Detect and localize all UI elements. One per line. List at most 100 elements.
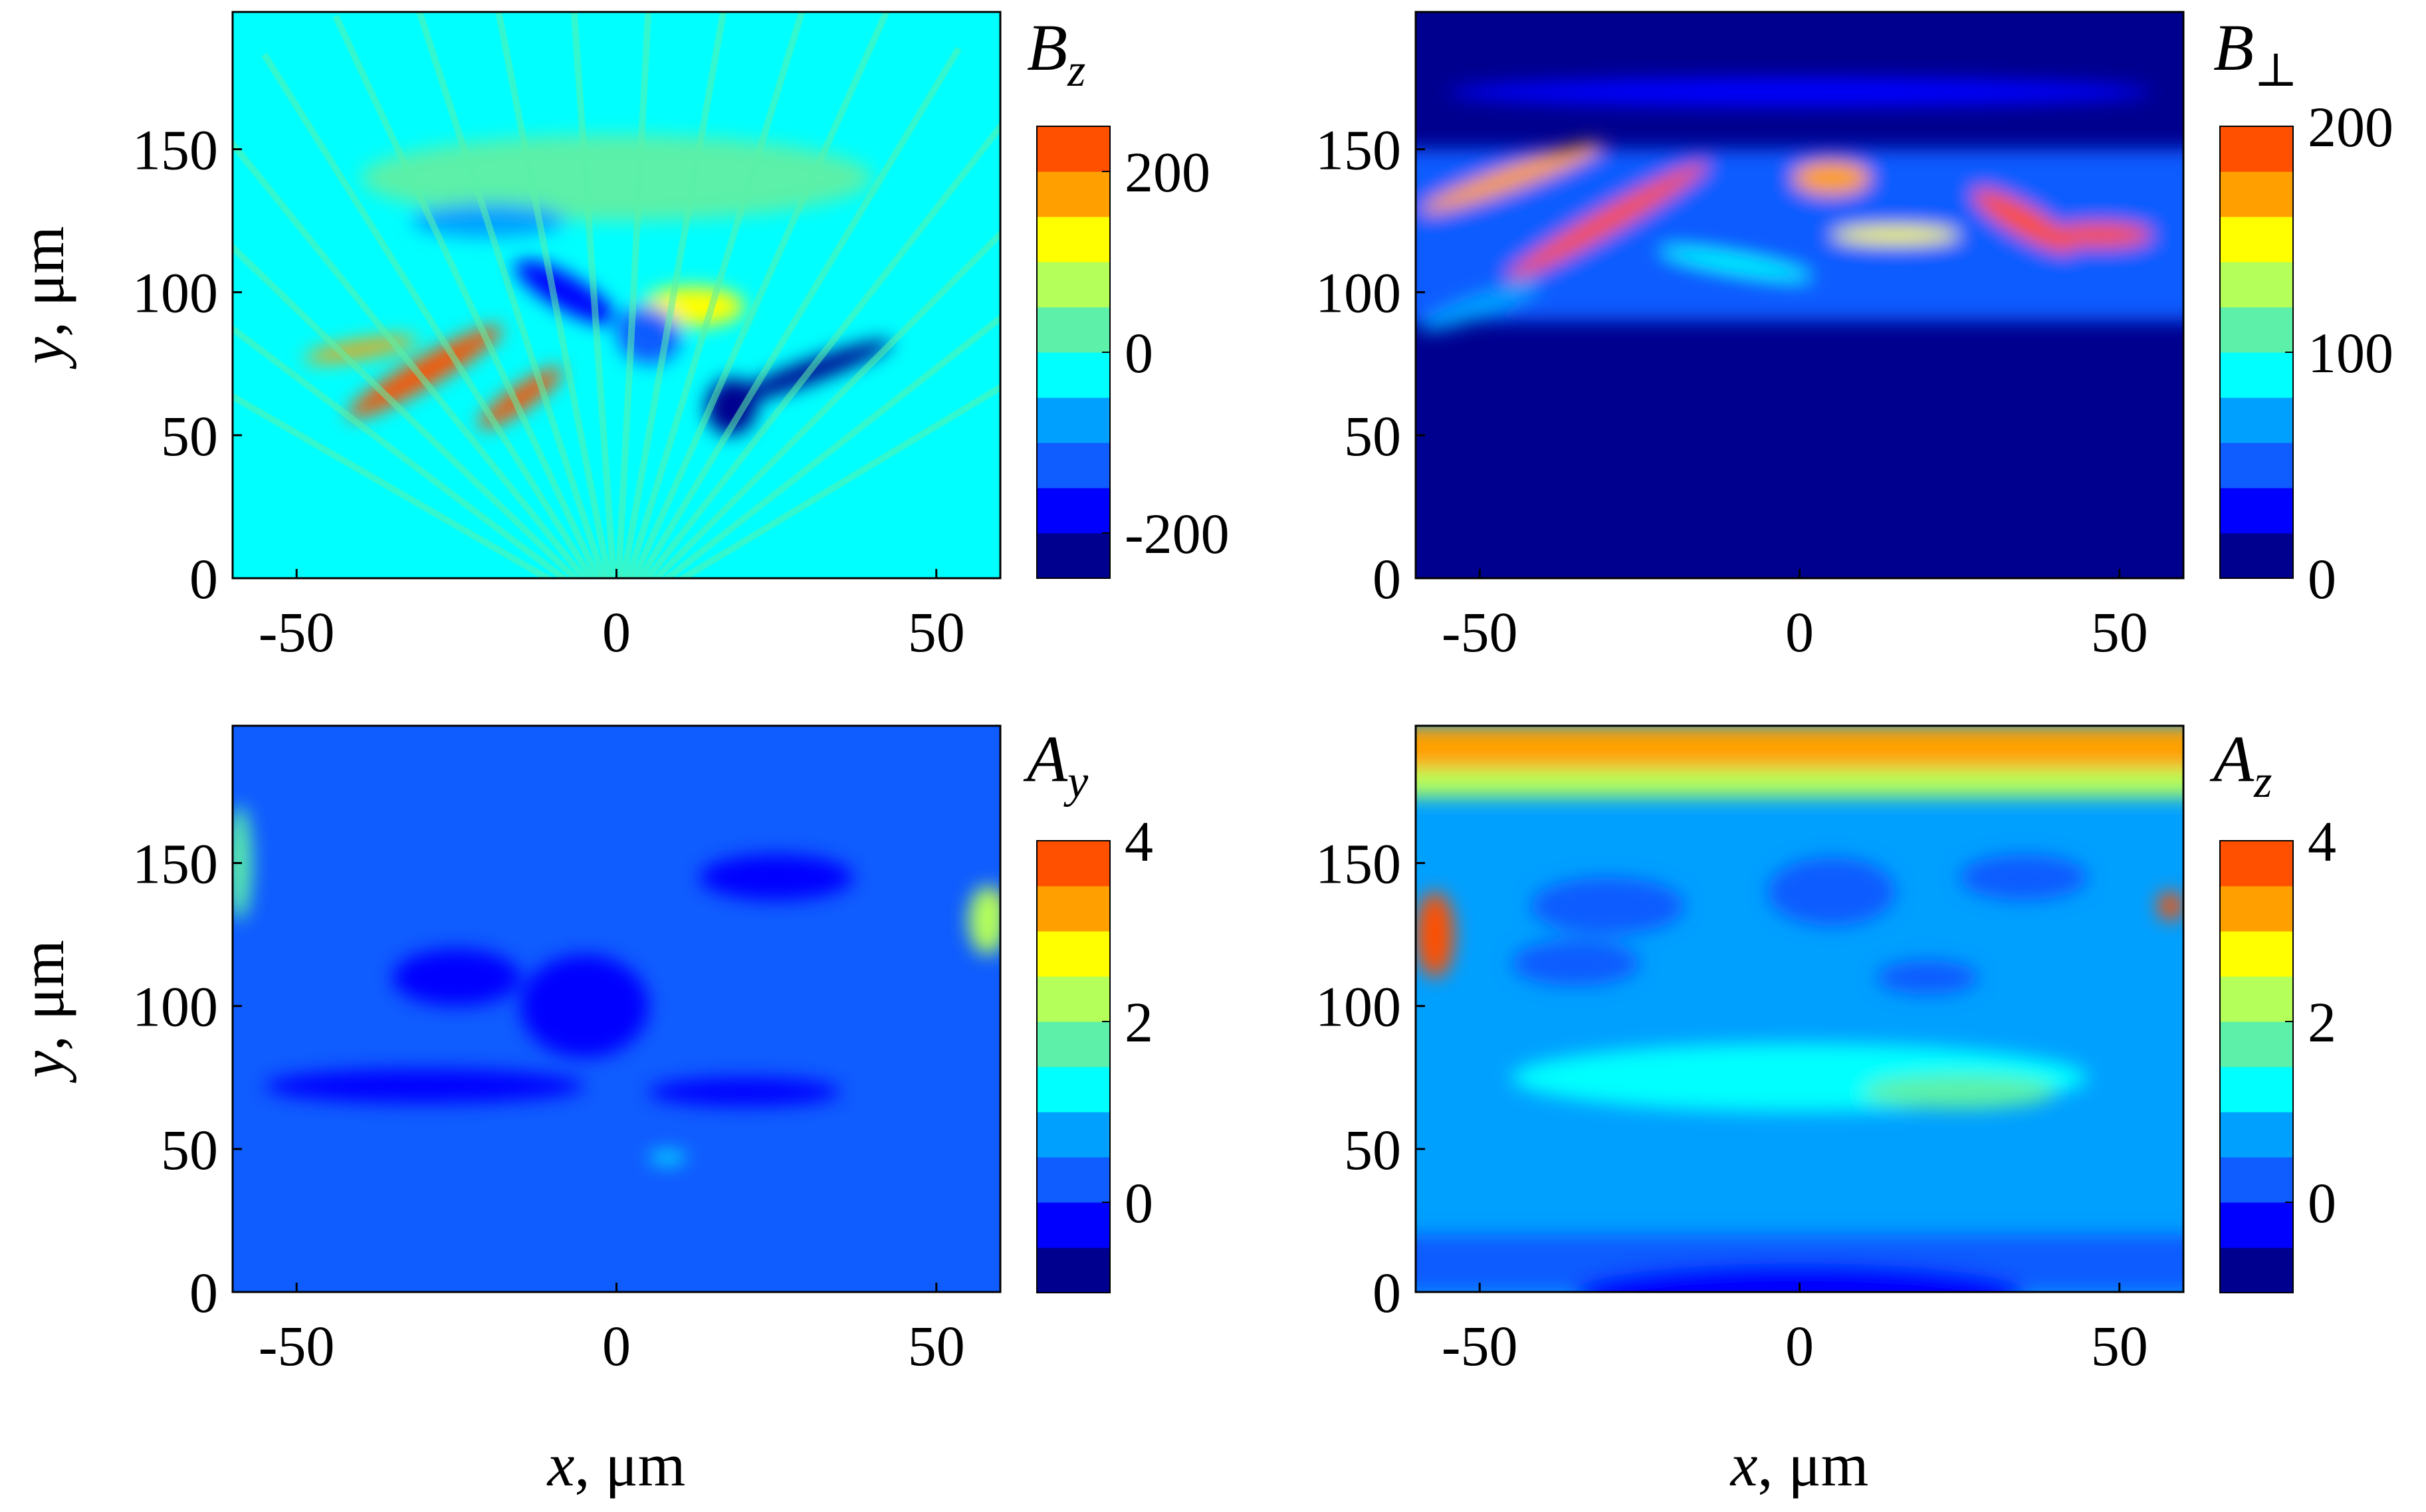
y-tick-label: 150 [1315, 118, 1401, 182]
heatmap-feature [520, 954, 649, 1058]
colorbar-frame [1036, 840, 1111, 1293]
y-axis-label: y, μm [9, 226, 76, 370]
heatmap-feature [304, 336, 417, 363]
heatmap-feature [1793, 160, 1870, 195]
heatmap-fan-line [570, 12, 617, 578]
heatmap-feature [968, 885, 1000, 955]
heatmap-background [1416, 726, 2183, 1292]
colorbar-segment [2220, 307, 2293, 353]
colorbar-segment [1037, 841, 1110, 887]
x-tick-label: 50 [908, 1314, 965, 1378]
y-tick-label: 100 [1315, 975, 1401, 1039]
colorbar-tick-label: -200 [1125, 502, 1230, 566]
heatmap-features [233, 806, 1000, 1164]
heatmap-fan-line [233, 138, 589, 578]
colorbar-tick-label: 4 [1125, 810, 1153, 873]
heatmap-fan-line [625, 12, 806, 578]
colorbar-segment [1037, 352, 1110, 398]
x-axis-unit: , μm [1757, 1431, 1868, 1499]
y-tick-label: 100 [1315, 261, 1401, 325]
colorbar-segment [1037, 886, 1110, 932]
heatmap-area [233, 12, 1000, 578]
y-axis-unit: , μm [9, 940, 76, 1051]
colorbar-segment [2220, 171, 2293, 217]
colorbar-segment [2220, 976, 2293, 1022]
colorbar-title: B⊥ [2213, 11, 2298, 96]
x-tick-label: 0 [1785, 600, 1814, 664]
heatmap-fan-line [636, 47, 962, 578]
y-tick-label: 0 [189, 1261, 218, 1325]
heatmap-fan-line [495, 12, 612, 578]
heatmap-fan-line [651, 229, 1000, 578]
y-tick-label: 50 [1344, 404, 1401, 468]
y-axis-var: y [9, 337, 76, 370]
x-tick-label: 0 [602, 1314, 631, 1378]
heatmap-feature [1507, 162, 1708, 280]
colorbar-title-sub: ⊥ [2254, 45, 2298, 96]
heatmap-fan-line [332, 14, 602, 578]
colorbar-segment [2220, 1022, 2293, 1067]
colorbar-segment [2220, 217, 2293, 263]
heatmap-feature [699, 854, 853, 901]
colorbar-title-main: B [1027, 11, 1067, 84]
heatmap-feature [2048, 223, 2151, 247]
y-axis-label: y, μm [9, 940, 76, 1083]
x-tick-label: -50 [259, 600, 335, 664]
colorbar-segment [2220, 841, 2293, 887]
colorbar-segment [2220, 1202, 2293, 1248]
x-tick-label: 0 [1785, 1314, 1814, 1378]
heatmap-feature [1575, 1263, 2024, 1292]
colorbar-segment [1037, 217, 1110, 263]
y-axis-var: y [9, 1051, 76, 1083]
colorbar-segment [2220, 488, 2293, 534]
colorbar-segment [1037, 533, 1110, 579]
colorbar-tick-label: 2 [1125, 990, 1153, 1054]
heatmap-area [1416, 12, 2183, 578]
colorbar-segment [1037, 931, 1110, 977]
colorbar-tick-label: 100 [2308, 321, 2393, 385]
x-axis-unit: , μm [574, 1431, 685, 1499]
heatmap-feature [514, 259, 616, 325]
heatmap-background [233, 12, 1000, 578]
colorbar-segment [2220, 443, 2293, 488]
x-tick-label: 50 [2091, 600, 2148, 664]
heatmap-feature [1767, 857, 1896, 926]
colorbar-title-main: A [1023, 722, 1068, 796]
heatmap-fan-line [261, 53, 596, 578]
y-axis-unit: , μm [9, 226, 76, 337]
y-tick-label: 0 [1373, 547, 1401, 611]
heatmap-features [1416, 726, 2183, 1292]
colorbar-segment [1037, 1112, 1110, 1158]
y-tick-label: 50 [161, 1118, 218, 1182]
colorbar-segment [2220, 352, 2293, 398]
colorbar-segment [2220, 262, 2293, 308]
colorbar-segment [2220, 533, 2293, 579]
colorbar-segment [1037, 397, 1110, 443]
heatmap-fan-line [662, 314, 1000, 578]
colorbar-segment [1037, 307, 1110, 353]
colorbar-segment [1037, 1022, 1110, 1067]
colorbar-segment [2220, 931, 2293, 977]
colorbar-segment [2220, 397, 2293, 443]
heatmap-feature [1973, 189, 2074, 253]
colorbar-segment [2220, 1247, 2293, 1293]
heatmap-fan-line [415, 12, 607, 578]
colorbar-segment [1037, 1202, 1110, 1248]
y-tick-label: 0 [1373, 1261, 1401, 1325]
heatmap-fan-line [643, 121, 1000, 578]
heatmap-feature [1660, 247, 1812, 280]
panel-B_z: -50 0 50 0 50 100 150 y, μm -200 0 200 Bz [9, 11, 1230, 664]
heatmap-feature [1876, 960, 1979, 995]
y-tick-label: 0 [189, 547, 218, 611]
heatmap-feature [1959, 854, 2088, 901]
colorbar-tick-label: 4 [2308, 810, 2336, 873]
colorbar-tick-label: 0 [2308, 1171, 2336, 1235]
x-tick-label: -50 [1442, 1314, 1518, 1378]
colorbar-segment [2220, 126, 2293, 172]
heatmap-fan-line [630, 12, 890, 578]
colorbar-segment [2220, 1157, 2293, 1203]
colorbar-segment [2220, 1067, 2293, 1113]
heatmap-feature [1831, 226, 1960, 244]
